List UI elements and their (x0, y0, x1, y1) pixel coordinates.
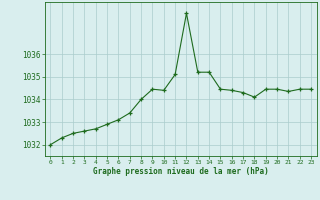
X-axis label: Graphe pression niveau de la mer (hPa): Graphe pression niveau de la mer (hPa) (93, 167, 269, 176)
